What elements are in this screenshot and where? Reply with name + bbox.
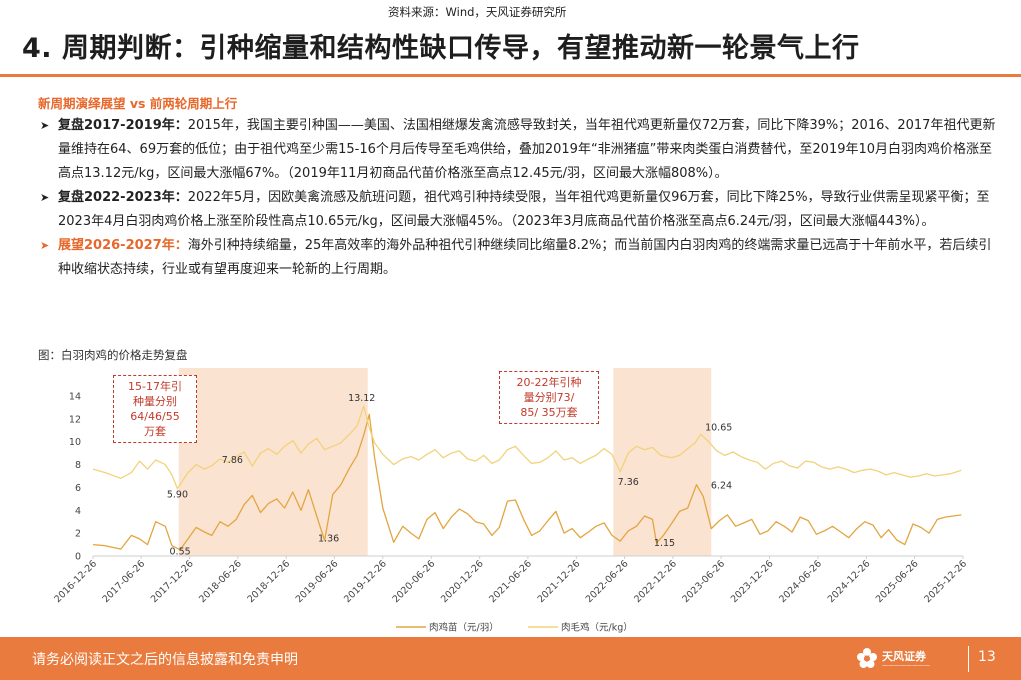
x-tick-label: 2017-06-26 (100, 558, 147, 605)
source-note: 资料来源：Wind，天风证券研究所 (388, 5, 567, 19)
x-tick-label: 2019-12-26 (342, 558, 389, 605)
bullet-item-2022: ➤ 复盘2022-2023年：2022年5月，因欧美禽流感及航班问题，祖代鸡引种… (38, 186, 998, 234)
y-tick-label: 12 (69, 414, 81, 425)
data-label: 5.90 (167, 490, 188, 501)
brand-name: 天风证券 (882, 650, 926, 663)
price-chart: 0 2 4 6 8 10 12 14 2016-12-26 2017-06-26 2017-12-2… (52, 368, 969, 634)
data-label: 13.12 (348, 393, 375, 404)
x-tick-label: 2022-12-26 (632, 558, 679, 605)
x-tick-label: 2022-06-26 (584, 558, 631, 605)
bullet-text: 2015年，我国主要引种国——美国、法国相继爆发禽流感导致封关，当年祖代鸡更新量… (58, 118, 996, 181)
bullet-head: 展望2026-2027年： (58, 238, 188, 253)
bullet-text: 2022年5月，因欧美禽流感及航班问题，祖代鸡引种持续受限，当年祖代鸡更新量仅9… (58, 190, 990, 229)
flower-logo-icon (857, 648, 877, 668)
bullet-head: 复盘2022-2023年： (58, 190, 188, 205)
title-rule (0, 74, 1021, 77)
x-tick-label: 2024-06-26 (777, 558, 824, 605)
data-label: 10.65 (705, 422, 732, 433)
annotation-line: 85/ 35万套 (520, 406, 578, 419)
x-tick-label: 2024-12-26 (826, 558, 873, 605)
annotation-line: 20-22年引种 (516, 376, 582, 389)
legend-chick-label: 肉鸡苗（元/羽） (429, 622, 499, 634)
x-tick-label: 2018-06-26 (197, 558, 244, 605)
x-tick-label: 2017-12-26 (149, 558, 196, 605)
y-tick-label: 10 (69, 437, 81, 448)
y-tick-label: 4 (75, 506, 81, 517)
disclaimer-link[interactable]: 请务必阅读正文之后的信息披露和免责申明 (32, 652, 298, 668)
arrow-bullet-icon: ➤ (40, 191, 50, 204)
y-tick-label: 0 (75, 552, 81, 563)
x-tick-label: 2020-12-26 (439, 558, 486, 605)
bullet-item-2026: ➤ 展望2026-2027年：海外引种持续缩量，25年高效率的海外品种祖代引种继… (38, 234, 998, 282)
data-label: 7.86 (222, 455, 243, 466)
figure-caption: 图：白羽肉鸡的价格走势复盘 (38, 348, 188, 362)
arrow-bullet-icon: ➤ (40, 239, 50, 252)
y-tick-label: 6 (75, 483, 81, 494)
x-tick-label: 2021-06-26 (487, 558, 534, 605)
annotation-box-2020-2022: 20-22年引种 量分别73/ 85/ 35万套 (499, 371, 599, 424)
x-tick-label: 2020-06-26 (391, 558, 438, 605)
x-tick-label: 2025-06-26 (874, 558, 921, 605)
annotation-line: 种量分别 (133, 395, 177, 408)
x-tick-label: 2023-06-26 (680, 558, 727, 605)
arrow-bullet-icon: ➤ (40, 119, 50, 132)
y-tick-label: 8 (75, 460, 81, 471)
data-label: 1.15 (654, 538, 675, 549)
footer-divider (968, 646, 969, 672)
data-label: 0.55 (170, 547, 191, 558)
data-label: 1.36 (318, 533, 339, 544)
x-tick-label: 2018-12-26 (246, 558, 293, 605)
legend-broiler-label: 肉毛鸡（元/kg） (561, 622, 633, 634)
footer-bar: 请务必阅读正文之后的信息披露和免责申明 天风证券 ———————— 13 (0, 637, 1021, 680)
x-tick-label: 2016-12-26 (52, 558, 99, 605)
company-logo: 天风证券 ———————— (856, 645, 940, 673)
data-label: 6.24 (711, 481, 732, 492)
annotation-box-2015-2017: 15-17年引 种量分别 64/46/55 万套 (113, 375, 197, 443)
broiler-price-line (92, 405, 962, 490)
section-subheading: 新周期演绎展望 vs 前两轮周期上行 (38, 96, 238, 111)
bullet-text: 海外引种持续缩量，25年高效率的海外品种祖代引种继续同比缩量8.2%；而当前国内… (58, 238, 992, 277)
shaded-period (613, 368, 712, 556)
x-tick-label: 2025-12-26 (922, 558, 969, 605)
x-tick-label: 2021-12-26 (536, 558, 583, 605)
page-title: 4. 周期判断：引种缩量和结构性缺口传导，有望推动新一轮景气上行 (22, 33, 860, 64)
shaded-period (178, 368, 368, 556)
annotation-line: 64/46/55 (130, 410, 180, 423)
x-tick-label: 2019-06-26 (294, 558, 341, 605)
annotation-line: 15-17年引 (128, 380, 182, 393)
page-number: 13 (978, 649, 996, 665)
bullet-head: 复盘2017-2019年： (58, 118, 188, 133)
bullet-item-2017: ➤ 复盘2017-2019年：2015年，我国主要引种国——美国、法国相继爆发禽… (38, 114, 998, 186)
annotation-line: 量分别73/ (523, 391, 575, 404)
bullet-list: ➤ 复盘2017-2019年：2015年，我国主要引种国——美国、法国相继爆发禽… (38, 114, 998, 282)
y-tick-label: 2 (75, 529, 81, 540)
data-label: 7.36 (618, 477, 639, 488)
annotation-line: 万套 (144, 425, 166, 438)
x-tick-label: 2023-12-26 (729, 558, 776, 605)
brand-tagline-graphic: ———————— (882, 662, 930, 669)
chick-price-line (92, 413, 962, 551)
y-tick-label: 14 (69, 392, 81, 403)
